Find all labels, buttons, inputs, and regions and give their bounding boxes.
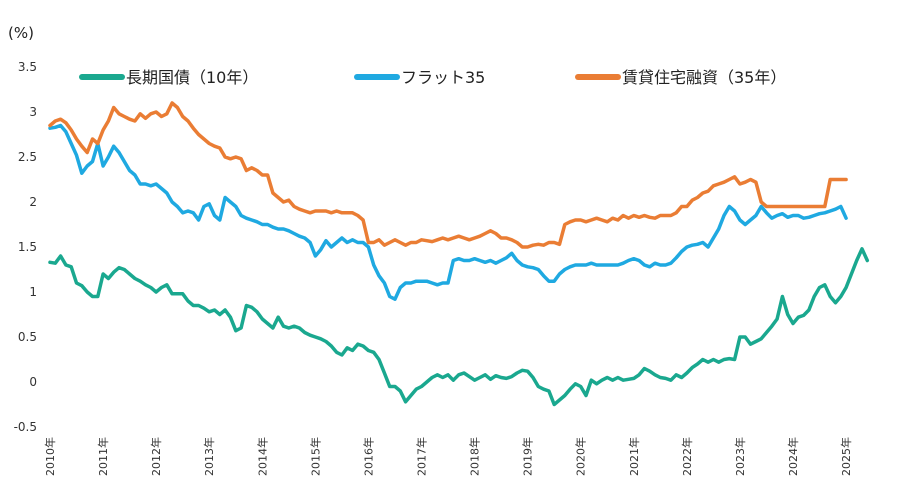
x-tick-label: 2022年 (680, 437, 694, 476)
x-tick-label: 2010年 (43, 437, 57, 476)
x-tick-label: 2024年 (786, 437, 800, 476)
x-axis-ticks: 2010年 2011年 2012年 2013年 2014年 2015年 2016年 2017年… (43, 437, 853, 476)
series-lines (48, 101, 870, 407)
y-tick-label: 1.5 (18, 240, 37, 254)
y-tick-label: 3 (29, 105, 37, 119)
y-tick-label: 0.5 (18, 330, 37, 344)
x-tick-label: 2013年 (202, 437, 216, 476)
y-axis-ticks: 3.5 3 2.5 2 1.5 1 0.5 0 -0.5 (14, 60, 37, 434)
x-tick-label: 2014年 (255, 437, 269, 476)
x-tick-label: 2025年 (839, 437, 853, 476)
series-line-2 (48, 101, 848, 249)
legend-label-1: フラット35 (401, 68, 485, 87)
y-tick-label: 3.5 (18, 60, 37, 74)
legend: 長期国債（10年） フラット35 賃貸住宅融資（35年） (79, 68, 786, 87)
legend-label-0: 長期国債（10年） (126, 68, 258, 87)
x-tick-label: 2016年 (361, 437, 375, 476)
x-tick-label: 2011年 (96, 437, 110, 476)
y-tick-label: 0 (29, 375, 37, 389)
y-tick-label: -0.5 (14, 420, 37, 434)
x-tick-label: 2019年 (521, 437, 535, 476)
x-tick-label: 2017年 (415, 437, 429, 476)
series-line-1 (48, 123, 848, 301)
y-unit-label: (%) (8, 24, 34, 42)
y-tick-label: 2.5 (18, 150, 37, 164)
x-tick-label: 2023年 (733, 437, 747, 476)
x-tick-label: 2020年 (574, 437, 588, 476)
x-tick-label: 2018年 (468, 437, 482, 476)
legend-label-2: 賃貸住宅融資（35年） (622, 68, 786, 87)
y-tick-label: 1 (29, 285, 37, 299)
series-line-0 (48, 247, 870, 407)
x-tick-label: 2012年 (149, 437, 163, 476)
x-tick-label: 2015年 (308, 437, 322, 476)
y-tick-label: 2 (29, 195, 37, 209)
x-tick-label: 2021年 (627, 437, 641, 476)
